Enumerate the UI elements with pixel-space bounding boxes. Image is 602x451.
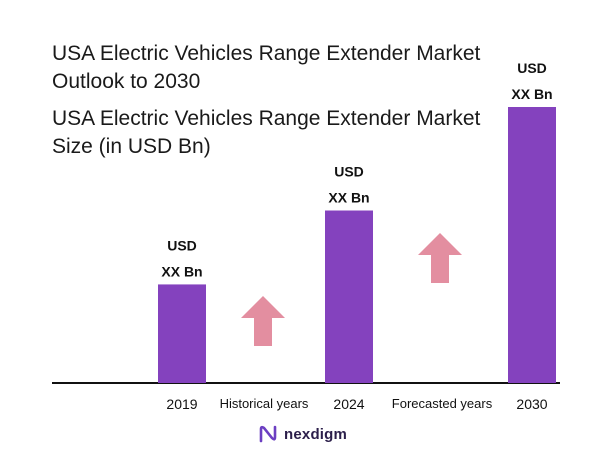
- x-tick-label: 2024: [333, 396, 364, 412]
- bar: [158, 284, 206, 383]
- data-label: XX Bn: [328, 190, 369, 206]
- period-label: Forecasted years: [392, 396, 493, 411]
- data-label: USD: [334, 164, 364, 180]
- chart-title: USA Electric Vehicles Range Extender Mar…: [52, 42, 481, 93]
- brand-name: nexdigm: [284, 425, 348, 443]
- data-label: XX Bn: [161, 263, 202, 279]
- x-tick-label: 2019: [166, 396, 197, 412]
- data-label: USD: [167, 237, 197, 253]
- data-label: XX Bn: [511, 86, 552, 102]
- period-label: Historical years: [220, 396, 309, 411]
- bar: [325, 210, 373, 383]
- growth-arrow-icon: [418, 233, 462, 283]
- chart-subtitle: USA Electric Vehicles Range Extender Mar…: [52, 107, 481, 158]
- x-tick-label: 2030: [516, 396, 547, 412]
- data-label: USD: [517, 60, 547, 76]
- growth-arrow-icon: [241, 296, 285, 346]
- bar: [508, 107, 556, 383]
- nexdigm-logo-icon: [259, 425, 277, 443]
- brand-logo: nexdigm: [258, 424, 347, 444]
